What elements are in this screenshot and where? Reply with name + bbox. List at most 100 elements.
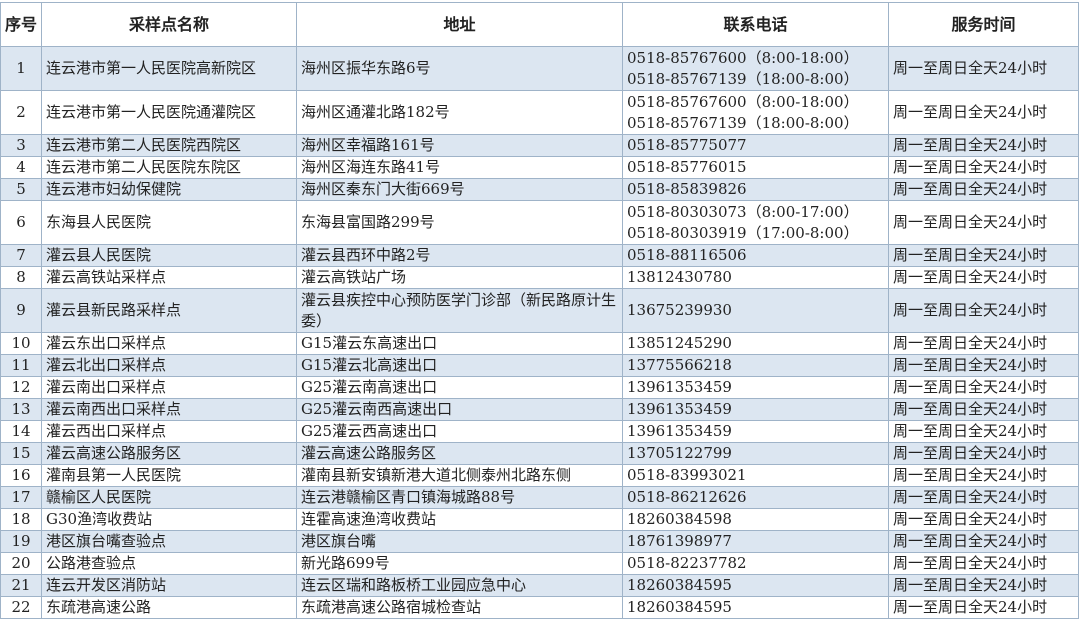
phone-number: 13851245290 <box>627 334 732 352</box>
site-address: 灌云高铁站广场 <box>296 266 623 289</box>
table-row: 16 灌南县第一人民医院 灌南县新安镇新港大道北侧泰州北路东侧 0518-839930… <box>0 464 1079 487</box>
row-number: 7 <box>0 244 42 267</box>
service-hours: 周一至周日全天24小时 <box>888 178 1079 201</box>
table-row: 5 连云港市妇幼保健院 海州区秦东门大街669号 0518-85839826 周一至周日… <box>0 178 1079 201</box>
site-phone: 18260384595 <box>622 596 889 619</box>
service-hours: 周一至周日全天24小时 <box>888 376 1079 399</box>
service-hours: 周一至周日全天24小时 <box>888 288 1079 333</box>
site-address: 灌云县西环中路2号 <box>296 244 623 267</box>
phone-number: 13961353459 <box>627 422 732 440</box>
service-hours: 周一至周日全天24小时 <box>888 354 1079 377</box>
site-name: 连云港市第二人民医院东院区 <box>41 156 297 179</box>
phone-number: 0518-80303073（8:00-17:00） <box>627 202 859 221</box>
phone-number: 18761398977 <box>627 532 732 550</box>
site-address: 灌云县疾控中心预防医学门诊部（新民路原计生委） <box>296 288 623 333</box>
site-address: 东疏港高速公路宿城检查站 <box>296 596 623 619</box>
phone-number: 0518-85775077 <box>627 136 747 154</box>
phone-number: 18260384595 <box>627 598 732 616</box>
site-address: G25灌云南高速出口 <box>296 376 623 399</box>
table-row: 9 灌云县新民路采样点 灌云县疾控中心预防医学门诊部（新民路原计生委） 1367523… <box>0 288 1079 333</box>
site-phone: 13705122799 <box>622 442 889 465</box>
table-row: 19 港区旗台嘴查验点 港区旗台嘴 18761398977 周一至周日全天24小时 <box>0 530 1079 553</box>
site-phone: 13961353459 <box>622 420 889 443</box>
site-address: 连云区瑞和路板桥工业园应急中心 <box>296 574 623 597</box>
sampling-sites-table: 序号 采样点名称 地址 联系电话 服务时间 1 连云港市第一人民医院高新院区 海州区… <box>0 2 1079 619</box>
service-hours: 周一至周日全天24小时 <box>888 508 1079 531</box>
service-hours: 周一至周日全天24小时 <box>888 420 1079 443</box>
site-name: 灌南县第一人民医院 <box>41 464 297 487</box>
service-hours: 周一至周日全天24小时 <box>888 486 1079 509</box>
header-phone: 联系电话 <box>622 2 889 47</box>
site-address: G15灌云东高速出口 <box>296 332 623 355</box>
row-number: 9 <box>0 288 42 333</box>
site-name: 公路港查验点 <box>41 552 297 575</box>
header-address: 地址 <box>296 2 623 47</box>
table-row: 15 灌云高速公路服务区 灌云高速公路服务区 13705122799 周一至周日全天24… <box>0 442 1079 465</box>
table-row: 13 灌云南西出口采样点 G25灌云南西高速出口 13961353459 周一至周日全天… <box>0 398 1079 421</box>
site-phone: 13675239930 <box>622 288 889 333</box>
site-name: 港区旗台嘴查验点 <box>41 530 297 553</box>
row-number: 17 <box>0 486 42 509</box>
row-number: 12 <box>0 376 42 399</box>
site-phone: 0518-85839826 <box>622 178 889 201</box>
row-number: 3 <box>0 134 42 157</box>
site-address: G15灌云北高速出口 <box>296 354 623 377</box>
site-phone: 0518-85776015 <box>622 156 889 179</box>
phone-number: 13812430780 <box>627 268 732 286</box>
row-number: 6 <box>0 200 42 245</box>
header-name: 采样点名称 <box>41 2 297 47</box>
row-number: 16 <box>0 464 42 487</box>
site-name: 灌云县人民医院 <box>41 244 297 267</box>
service-hours: 周一至周日全天24小时 <box>888 442 1079 465</box>
phone-number: 13775566218 <box>627 356 732 374</box>
table-row: 14 灌云西出口采样点 G25灌云西高速出口 13961353459 周一至周日全天24… <box>0 420 1079 443</box>
site-address: 海州区振华东路6号 <box>296 46 623 91</box>
table-row: 10 灌云东出口采样点 G15灌云东高速出口 13851245290 周一至周日全天24… <box>0 332 1079 355</box>
table-row: 21 连云开发区消防站 连云区瑞和路板桥工业园应急中心 18260384595 周一至周… <box>0 574 1079 597</box>
table-row: 12 灌云南出口采样点 G25灌云南高速出口 13961353459 周一至周日全天24… <box>0 376 1079 399</box>
site-phone: 13851245290 <box>622 332 889 355</box>
row-number: 1 <box>0 46 42 91</box>
row-number: 4 <box>0 156 42 179</box>
service-hours: 周一至周日全天24小时 <box>888 46 1079 91</box>
header-no: 序号 <box>0 2 42 47</box>
site-phone: 18260384595 <box>622 574 889 597</box>
site-address: 海州区通灌北路182号 <box>296 90 623 135</box>
row-number: 18 <box>0 508 42 531</box>
phone-number: 0518-85767600（8:00-18:00） <box>627 92 859 111</box>
site-name: 连云港市妇幼保健院 <box>41 178 297 201</box>
phone-number: 13961353459 <box>627 400 732 418</box>
site-address: 海州区海连东路41号 <box>296 156 623 179</box>
phone-number: 0518-80303919（17:00-8:00） <box>627 223 859 242</box>
site-phone: 13961353459 <box>622 398 889 421</box>
site-name: 赣榆区人民医院 <box>41 486 297 509</box>
site-phone: 0518-85767600（8:00-18:00） 0518-85767139（1… <box>622 90 889 135</box>
service-hours: 周一至周日全天24小时 <box>888 464 1079 487</box>
table-row: 6 东海县人民医院 东海县富国路299号 0518-80303073（8:00-17:… <box>0 200 1079 245</box>
site-address: 灌南县新安镇新港大道北侧泰州北路东侧 <box>296 464 623 487</box>
table-row: 1 连云港市第一人民医院高新院区 海州区振华东路6号 0518-85767600（8:… <box>0 46 1079 91</box>
table-row: 8 灌云高铁站采样点 灌云高铁站广场 13812430780 周一至周日全天24小时 <box>0 266 1079 289</box>
site-phone: 0518-85767600（8:00-18:00） 0518-85767139（1… <box>622 46 889 91</box>
row-number: 5 <box>0 178 42 201</box>
site-name: 连云开发区消防站 <box>41 574 297 597</box>
table-row: 18 G30渔湾收费站 连霍高速渔湾收费站 18260384598 周一至周日全天24小… <box>0 508 1079 531</box>
site-phone: 0518-85775077 <box>622 134 889 157</box>
site-name: 东海县人民医院 <box>41 200 297 245</box>
table-row: 3 连云港市第二人民医院西院区 海州区幸福路161号 0518-85775077 周一至… <box>0 134 1079 157</box>
site-name: 灌云西出口采样点 <box>41 420 297 443</box>
service-hours: 周一至周日全天24小时 <box>888 156 1079 179</box>
phone-number: 13705122799 <box>627 444 732 462</box>
site-address: 灌云高速公路服务区 <box>296 442 623 465</box>
site-address: 海州区秦东门大街669号 <box>296 178 623 201</box>
row-number: 22 <box>0 596 42 619</box>
site-phone: 0518-86212626 <box>622 486 889 509</box>
row-number: 20 <box>0 552 42 575</box>
site-phone: 0518-82237782 <box>622 552 889 575</box>
phone-number: 0518-86212626 <box>627 488 747 506</box>
site-name: 灌云南出口采样点 <box>41 376 297 399</box>
table-row: 7 灌云县人民医院 灌云县西环中路2号 0518-88116506 周一至周日全天24小… <box>0 244 1079 267</box>
site-address: 港区旗台嘴 <box>296 530 623 553</box>
site-phone: 0518-88116506 <box>622 244 889 267</box>
site-name: 东疏港高速公路 <box>41 596 297 619</box>
